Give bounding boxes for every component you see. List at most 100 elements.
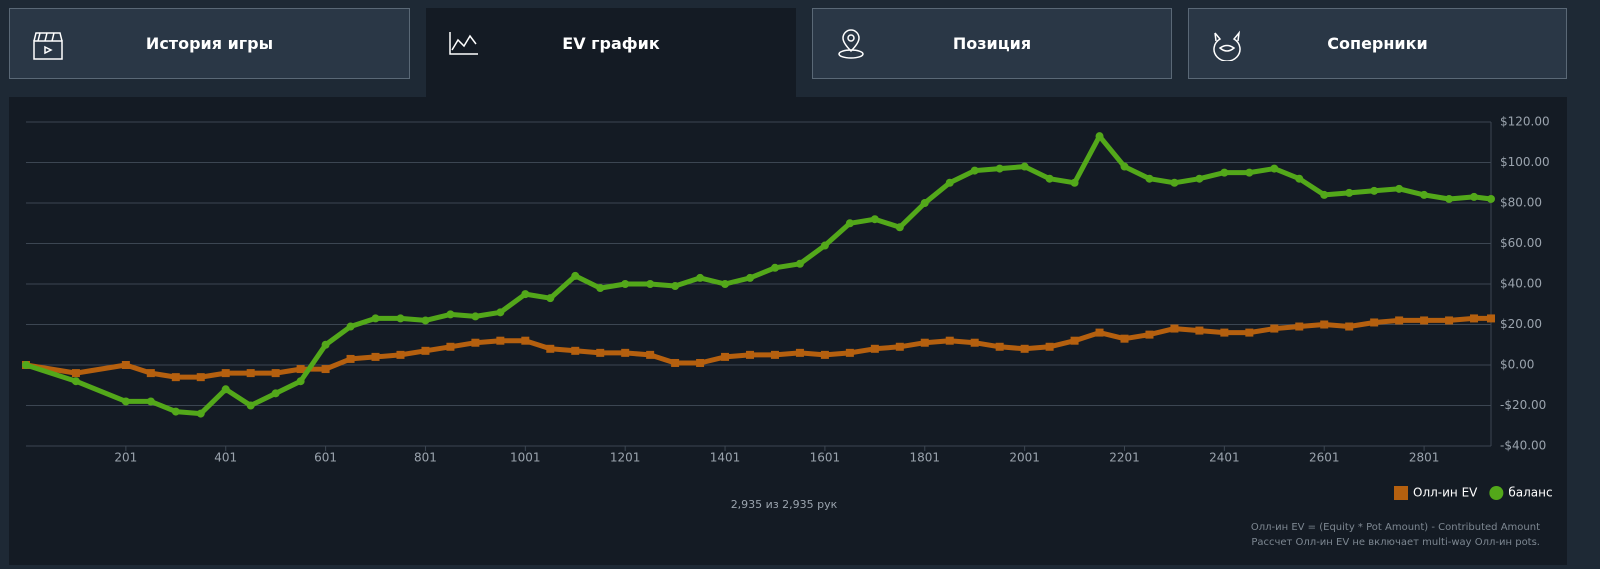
x-tick-label: 1001 — [510, 451, 541, 465]
marker — [870, 215, 879, 224]
marker — [1487, 194, 1495, 203]
x-tick-label: 401 — [214, 451, 237, 465]
marker — [870, 344, 879, 353]
marker — [820, 241, 829, 250]
x-tick-label: 1601 — [810, 451, 841, 465]
marker — [1020, 162, 1029, 171]
marker — [1445, 194, 1454, 203]
marker — [770, 263, 779, 272]
marker — [246, 369, 255, 378]
marker — [1220, 328, 1229, 337]
marker — [746, 273, 755, 282]
marker — [496, 308, 505, 317]
marker — [371, 314, 380, 323]
marker — [845, 348, 854, 357]
marker — [571, 271, 580, 280]
x-tick-label: 601 — [314, 451, 337, 465]
marker — [1070, 336, 1079, 345]
marker — [1045, 174, 1054, 183]
marker — [71, 377, 80, 386]
legend-swatch — [1394, 486, 1408, 500]
marker — [346, 322, 355, 331]
marker — [1070, 178, 1079, 187]
marker — [920, 199, 929, 207]
tab[interactable]: EV график — [426, 8, 796, 97]
marker — [196, 409, 205, 418]
marker — [945, 178, 954, 187]
series-line — [25, 315, 1491, 380]
marker — [1170, 324, 1179, 333]
marker — [296, 377, 305, 386]
marker — [995, 342, 1004, 351]
marker — [895, 342, 904, 351]
x-tick-label: 801 — [414, 451, 437, 465]
y-tick-label: $40.00 — [1500, 277, 1542, 291]
y-tick-label: $0.00 — [1500, 358, 1534, 372]
marker — [496, 336, 505, 345]
marker — [346, 354, 355, 363]
legend-swatch — [1489, 486, 1504, 500]
marker — [696, 358, 705, 367]
marker — [1195, 326, 1204, 335]
y-tick-label: $60.00 — [1500, 236, 1542, 250]
marker — [1145, 174, 1154, 183]
marker — [171, 407, 180, 416]
x-tick-label: 2801 — [1409, 451, 1440, 465]
marker — [471, 338, 480, 347]
marker — [446, 310, 455, 319]
x-tick-label: 1801 — [909, 451, 940, 465]
x-tick-label: 2201 — [1109, 451, 1140, 465]
marker — [521, 336, 530, 345]
marker — [646, 350, 655, 359]
marker — [770, 350, 779, 359]
marker — [596, 348, 605, 357]
footnote: Рассчет Олл-ин EV не включает multi-way … — [1251, 537, 1540, 548]
chart-panel: -$40.00 -$20.00 $0.00 $20.00 $40.00 $60.00 $80… — [9, 97, 1567, 565]
marker — [521, 290, 530, 299]
marker — [795, 259, 804, 268]
marker — [271, 389, 280, 398]
marker — [1170, 178, 1179, 187]
legend-label: Олл-ин EV — [1413, 486, 1478, 500]
marker — [1095, 328, 1104, 337]
y-tick-label: $100.00 — [1500, 155, 1550, 169]
marker — [321, 365, 330, 374]
x-tick-label: 201 — [114, 451, 137, 465]
tab-label: История игры — [145, 34, 274, 53]
marker — [1245, 328, 1254, 337]
marker — [471, 312, 480, 321]
marker — [646, 280, 655, 288]
y-tick-label: -$20.00 — [1500, 398, 1546, 412]
marker — [671, 358, 680, 367]
marker — [671, 282, 680, 291]
footnote: Олл-ин EV = (Equity * Pot Amount) - Cont… — [1251, 522, 1540, 533]
marker — [1195, 174, 1204, 183]
legend-label: баланс — [1508, 486, 1552, 500]
marker — [22, 361, 30, 369]
marker — [121, 361, 130, 369]
tab[interactable]: Позиция — [812, 8, 1172, 79]
marker — [1487, 314, 1495, 323]
marker — [121, 397, 130, 406]
marker — [1320, 320, 1329, 329]
marker — [920, 338, 929, 347]
y-tick-label: $20.00 — [1500, 317, 1542, 331]
icon — [449, 32, 478, 55]
marker — [1320, 190, 1329, 199]
series-line — [25, 133, 1492, 417]
marker — [696, 273, 705, 282]
marker — [1470, 314, 1479, 323]
tab[interactable]: Соперники — [1188, 8, 1567, 79]
x-tick-label: 1401 — [710, 451, 741, 465]
marker — [546, 294, 555, 303]
marker — [970, 166, 979, 175]
marker — [1095, 132, 1104, 141]
tab[interactable]: История игры — [9, 8, 410, 79]
icon — [838, 29, 864, 59]
marker — [596, 284, 605, 293]
x-tick-label: 2401 — [1209, 451, 1240, 465]
marker — [546, 344, 555, 353]
marker — [1120, 162, 1129, 171]
marker — [1345, 188, 1354, 197]
